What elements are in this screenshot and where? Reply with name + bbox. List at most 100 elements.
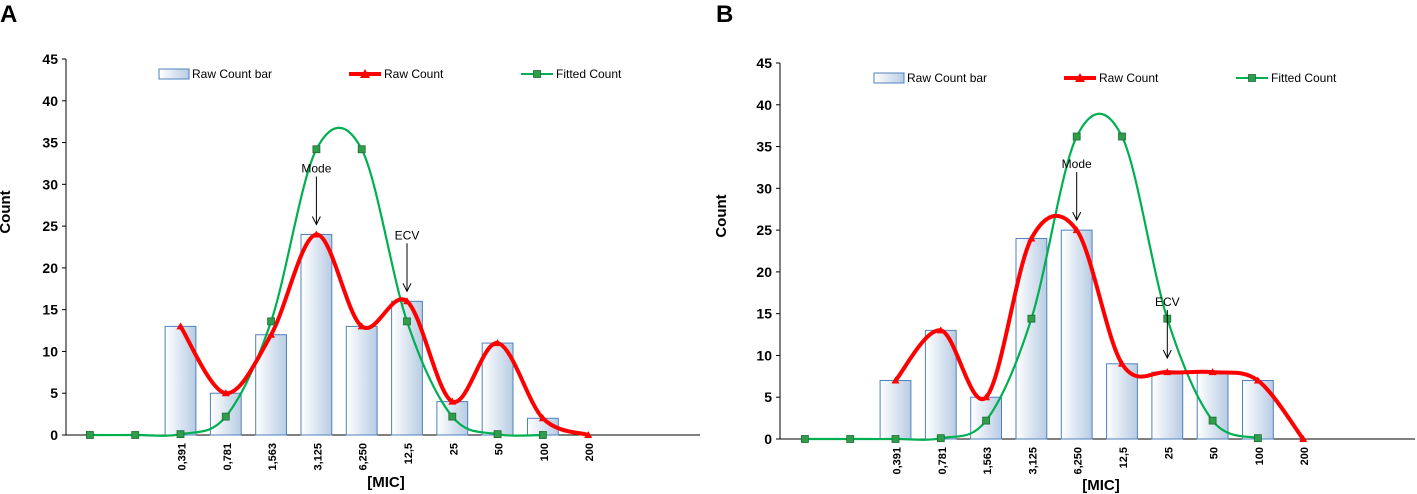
y-tick-label: 15 bbox=[42, 302, 58, 318]
legend-label: Fitted Count bbox=[1271, 71, 1337, 85]
raw-count-marker bbox=[357, 322, 366, 330]
raw-count-marker bbox=[584, 431, 593, 438]
raw-count-marker bbox=[538, 414, 547, 422]
x-tick-label: 1,563 bbox=[267, 443, 279, 471]
bar bbox=[1060, 229, 1093, 440]
raw-count-marker bbox=[1163, 368, 1172, 376]
y-tick-label: 15 bbox=[756, 306, 772, 322]
annotation-label: ECV bbox=[395, 228, 420, 242]
x-tick-label: 25 bbox=[448, 443, 460, 455]
annotation-arrow-head bbox=[311, 216, 321, 226]
panel-label: B bbox=[716, 1, 733, 28]
panel-label: A bbox=[0, 1, 17, 28]
fitted-count-marker bbox=[1254, 434, 1262, 443]
fitted-count-marker bbox=[891, 435, 900, 443]
y-axis-title: Count bbox=[0, 190, 14, 233]
y-tick-label: 10 bbox=[756, 347, 772, 363]
bar bbox=[879, 380, 912, 440]
fitted-count-marker bbox=[801, 435, 809, 443]
x-tick-label: 50 bbox=[1209, 447, 1221, 459]
raw-count-marker bbox=[448, 397, 457, 405]
raw-count-line bbox=[893, 213, 1306, 441]
y-tick-label: 25 bbox=[42, 218, 58, 234]
legend-raw-marker bbox=[360, 69, 370, 78]
raw-count-marker bbox=[1027, 234, 1036, 242]
x-tick-label: 3,125 bbox=[312, 443, 324, 471]
bar bbox=[924, 329, 957, 440]
fitted-count-marker bbox=[312, 145, 321, 154]
fitted-count-marker bbox=[131, 431, 140, 439]
raw-count-marker bbox=[176, 322, 185, 330]
fitted-count-marker bbox=[1027, 314, 1036, 323]
raw-count-marker bbox=[1072, 226, 1081, 234]
legend-fitted-marker bbox=[1248, 74, 1256, 82]
y-tick-label: 40 bbox=[42, 93, 58, 109]
raw-count-marker bbox=[221, 389, 230, 397]
x-tick-label: 200 bbox=[584, 443, 596, 461]
fitted-count-marker bbox=[1118, 132, 1126, 141]
x-tick-label: 0,781 bbox=[222, 443, 234, 471]
x-tick-label: 100 bbox=[1254, 447, 1266, 465]
legend-raw-marker bbox=[1075, 73, 1085, 82]
x-tick-label: 0,391 bbox=[892, 447, 904, 475]
legend-bar-swatch bbox=[158, 68, 190, 80]
raw-count-marker bbox=[403, 297, 411, 305]
y-tick-label: 5 bbox=[50, 385, 58, 401]
fitted-count-marker bbox=[1208, 416, 1217, 425]
fitted-count-marker bbox=[1072, 132, 1081, 141]
bar bbox=[345, 325, 378, 436]
x-tick-label: 3,125 bbox=[1027, 447, 1039, 475]
bar bbox=[481, 342, 514, 436]
raw-count-marker bbox=[1208, 368, 1217, 376]
legend-label: Raw Count bbox=[384, 67, 444, 81]
fitted-count-marker bbox=[403, 317, 411, 326]
raw-count-marker bbox=[891, 376, 900, 384]
y-tick-label: 45 bbox=[42, 51, 58, 67]
raw-count-marker bbox=[267, 330, 276, 338]
fitted-count-marker bbox=[176, 430, 185, 439]
y-tick-label: 10 bbox=[42, 343, 58, 359]
bar bbox=[300, 233, 333, 436]
x-tick-label: 0,781 bbox=[937, 447, 949, 475]
legend-label: Fitted Count bbox=[556, 67, 622, 81]
fitted-count-marker bbox=[267, 317, 276, 326]
annotation-label: Mode bbox=[1062, 157, 1092, 171]
fitted-count-marker bbox=[936, 434, 945, 443]
fitted-count-marker bbox=[539, 431, 547, 439]
x-tick-label: 12,5 bbox=[1118, 447, 1130, 468]
x-axis-title: [MIC] bbox=[1082, 477, 1120, 494]
x-tick-label: 100 bbox=[539, 443, 551, 461]
fitted-count-marker bbox=[493, 430, 502, 439]
annotation-label: ECV bbox=[1155, 295, 1180, 309]
fitted-count-marker bbox=[357, 145, 366, 154]
fitted-count-marker bbox=[846, 435, 855, 443]
y-tick-label: 25 bbox=[756, 222, 772, 238]
y-tick-label: 30 bbox=[756, 180, 772, 196]
y-tick-label: 5 bbox=[764, 389, 772, 405]
x-tick-label: 50 bbox=[494, 443, 506, 455]
y-tick-label: 45 bbox=[756, 55, 772, 71]
y-tick-label: 0 bbox=[764, 431, 772, 447]
y-tick-label: 35 bbox=[756, 139, 772, 155]
raw-count-marker bbox=[1299, 435, 1308, 442]
raw-count-marker bbox=[1253, 376, 1262, 384]
y-tick-label: 40 bbox=[756, 97, 772, 113]
legend-fitted-marker bbox=[533, 70, 541, 78]
y-tick-label: 20 bbox=[42, 260, 58, 276]
annotation-arrow-head bbox=[1072, 211, 1082, 222]
fitted-count-marker bbox=[86, 431, 94, 439]
fitted-count-marker bbox=[982, 416, 990, 425]
fitted-count-marker bbox=[221, 412, 230, 421]
y-axis-title: Count bbox=[713, 194, 730, 237]
raw-count-line bbox=[178, 232, 591, 437]
x-tick-label: 6,250 bbox=[358, 443, 370, 471]
legend-bar-swatch bbox=[873, 72, 905, 84]
legend-label: Raw Count bar bbox=[192, 67, 272, 81]
raw-count-marker bbox=[1118, 359, 1126, 367]
legend-label: Raw Count bbox=[1099, 71, 1159, 85]
raw-count-marker bbox=[312, 230, 321, 238]
legend-label: Raw Count bar bbox=[907, 71, 987, 85]
x-tick-label: 1,563 bbox=[982, 447, 994, 475]
x-tick-label: 0,391 bbox=[177, 443, 189, 471]
